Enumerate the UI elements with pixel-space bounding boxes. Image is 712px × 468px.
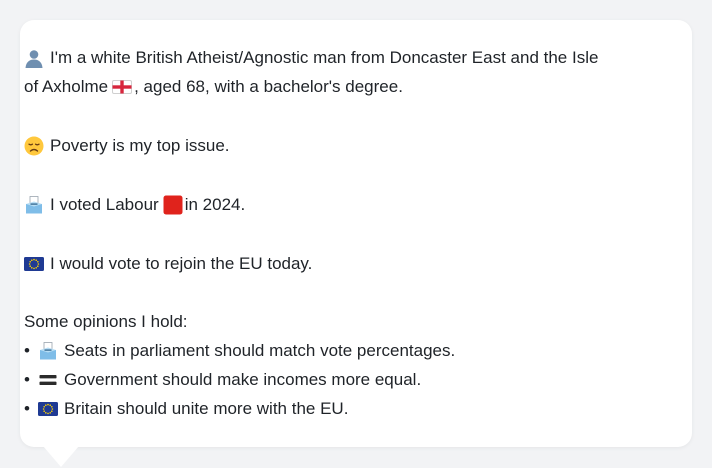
intro-text-line-2-end: , aged 68, with a bachelor's degree. <box>134 77 403 96</box>
opinion-item-3: • Britain should unite more with the EU. <box>24 394 348 423</box>
top-issue-text: Poverty is my top issue. <box>50 136 230 155</box>
top-issue-line: Poverty is my top issue. <box>24 131 230 160</box>
eu-flag-icon <box>24 254 44 274</box>
opinions-heading-text: Some opinions I hold: <box>24 312 188 331</box>
eu-line: I would vote to rejoin the EU today. <box>24 249 312 278</box>
eu-flag-icon <box>38 399 58 419</box>
ballot-box-icon <box>38 341 58 361</box>
opinion-text-1: Seats in parliament should match vote pe… <box>64 341 456 360</box>
opinion-text-3: Britain should unite more with the EU. <box>64 399 349 418</box>
intro-text-line-1: I'm a white British Atheist/Agnostic man… <box>50 48 599 67</box>
vote-text-start: I voted Labour <box>50 195 159 214</box>
vote-line: I voted Labour in 2024. <box>24 190 245 219</box>
ballot-box-icon <box>24 195 44 215</box>
opinion-text-2: Government should make incomes more equa… <box>64 370 422 389</box>
intro-line-1: I'm a white British Atheist/Agnostic man… <box>24 43 598 72</box>
opinions-heading: Some opinions I hold: <box>24 307 188 336</box>
opinion-item-1: • Seats in parliament should match vote … <box>24 336 455 365</box>
bullet: • <box>24 370 30 389</box>
bullet: • <box>24 399 30 418</box>
intro-text-line-2-start: of Axholme <box>24 77 109 96</box>
person-silhouette-icon <box>24 48 44 68</box>
bullet: • <box>24 341 30 360</box>
intro-line-2: of Axholme , aged 68, with a bachelor's … <box>24 72 403 101</box>
red-square-icon <box>163 195 183 215</box>
opinion-item-2: • Government should make incomes more eq… <box>24 365 421 394</box>
eu-text: I would vote to rejoin the EU today. <box>50 254 313 273</box>
equals-sign-icon <box>38 370 58 390</box>
vote-text-end: in 2024. <box>184 195 246 214</box>
disappointed-face-icon <box>24 136 44 156</box>
england-flag-icon <box>112 77 133 97</box>
speech-bubble-tail <box>43 446 79 467</box>
